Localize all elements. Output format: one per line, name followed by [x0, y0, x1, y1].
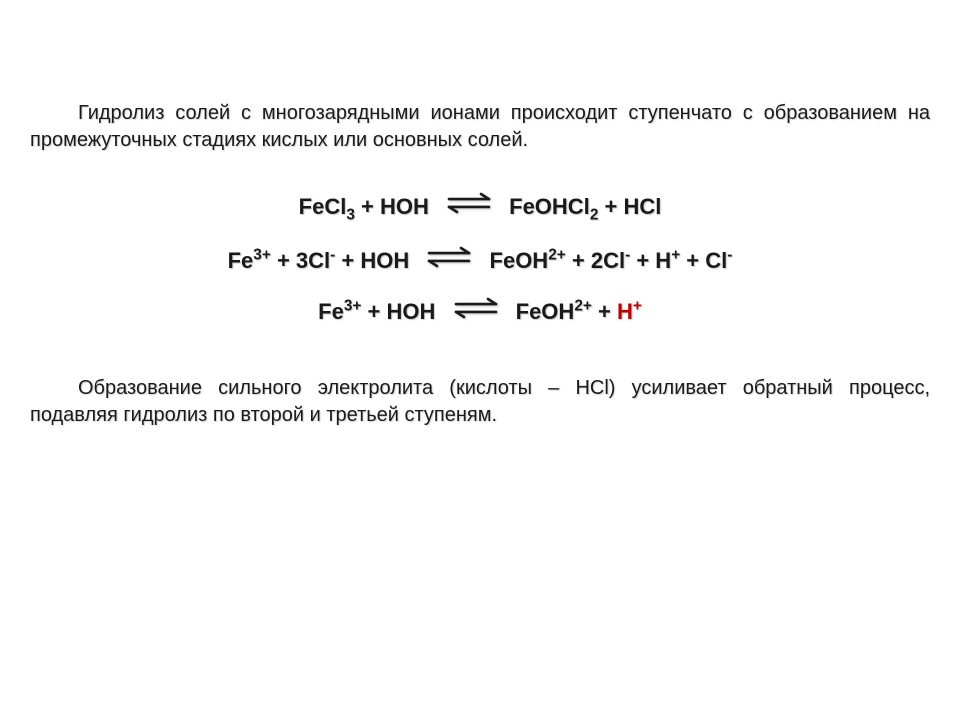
eq1-right: FeOHCl2 + HCl — [509, 194, 661, 219]
equations-block: FeCl3 + HOH FeOHCl2 + HCl Fe3+ + 3Cl- + … — [30, 194, 930, 327]
equilibrium-arrow-icon — [452, 297, 500, 325]
eq2-right: FeOH2+ + 2Cl- + H+ + Cl- — [490, 248, 733, 273]
eq3-left: Fe3+ + HOH — [318, 299, 435, 324]
equilibrium-arrow-icon — [425, 246, 473, 274]
equation-3: Fe3+ + HOH FeOH2+ + H+ — [30, 298, 930, 328]
closing-paragraph: Образование сильного электролита (кислот… — [30, 375, 930, 429]
eq2-left: Fe3+ + 3Cl- + HOH — [228, 248, 410, 273]
eq1-left: FeCl3 + HOH — [299, 194, 429, 219]
intro-paragraph: Гидролиз солей с многозарядными ионами п… — [30, 100, 930, 154]
eq3-right: FeOH2+ + H+ — [516, 299, 642, 324]
equation-1: FeCl3 + HOH FeOHCl2 + HCl — [30, 194, 930, 224]
equation-2: Fe3+ + 3Cl- + HOH FeOH2+ + 2Cl- + H+ + C… — [30, 246, 930, 276]
equilibrium-arrow-icon — [445, 192, 493, 220]
